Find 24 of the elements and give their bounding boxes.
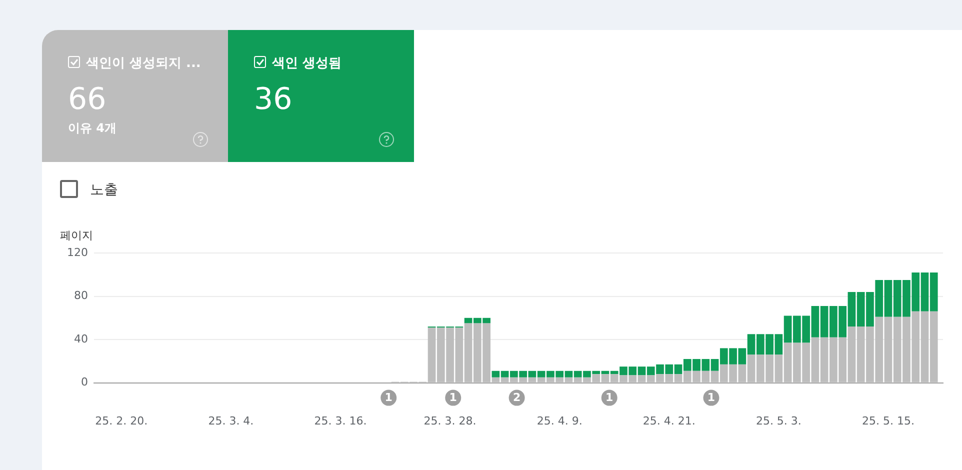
text: 1: [707, 391, 716, 404]
y-tick-label: 0: [81, 376, 88, 389]
x-tick-label: 25. 3. 28.: [424, 414, 476, 428]
text: 2: [512, 391, 521, 404]
x-tick-label: 25. 5. 15.: [862, 414, 914, 428]
text: 66: [68, 82, 106, 117]
x-tick-label: 25. 5. 3.: [756, 414, 802, 428]
text: 36: [254, 82, 292, 117]
x-tick-label: 25. 4. 21.: [642, 414, 696, 428]
y-tick-label: 80: [74, 289, 88, 302]
x-tick-label: 25. 2. 20.: [95, 414, 148, 428]
x-tick-label: 25. 4. 9.: [536, 414, 582, 428]
text: 1: [384, 391, 392, 404]
text: 노출: [89, 181, 118, 199]
y-tick-label: 120: [67, 246, 88, 259]
y-tick-label: 40: [74, 332, 88, 346]
text: 1: [606, 391, 614, 404]
text: 이유 4개: [68, 120, 117, 137]
legend-label: 색인이 생성되지 ...: [85, 55, 201, 72]
x-tick-label: 25. 3. 16.: [314, 414, 367, 428]
legend-label: 색인 생성됨: [271, 55, 342, 72]
x-tick-label: 25. 3. 4.: [208, 414, 254, 428]
text: 1: [449, 391, 457, 404]
y-axis-title: 페이지: [60, 228, 93, 242]
